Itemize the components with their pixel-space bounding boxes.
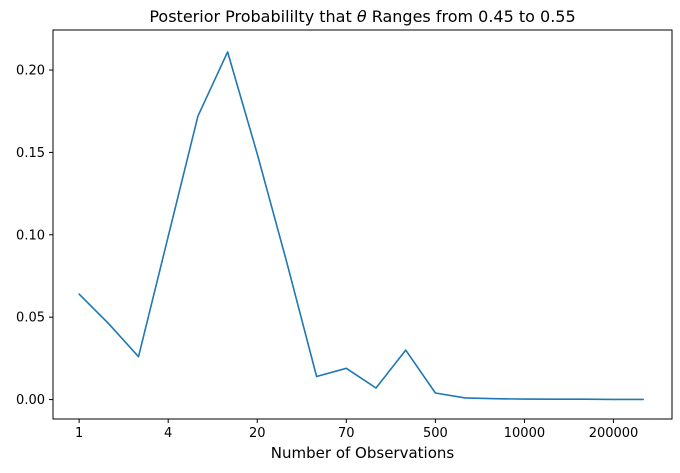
y-tick-label: 0.20 [16,64,45,79]
y-tick-label: 0.00 [16,393,45,408]
x-tick-label: 4 [164,426,172,441]
x-tick-label: 20 [249,426,266,441]
x-axis-label: Number of Observations [270,444,455,462]
axes-frame [52,29,673,420]
theta-symbol: θ [356,7,367,26]
x-tick-label: 10000 [504,426,545,441]
posterior-probability-line [78,51,645,401]
y-tick-label: 0.15 [16,146,45,161]
chart-title-text: Posterior Probabililty that [149,7,357,26]
x-tick-label: 500 [423,426,448,441]
x-tick-label: 1 [75,426,83,441]
y-tick-label: 0.05 [16,311,45,326]
chart-title-text-suffix: Ranges from 0.45 to 0.55 [366,7,576,26]
x-tick-label: 70 [338,426,355,441]
y-tick-label: 0.10 [16,228,45,243]
x-tick-label: 200000 [589,426,639,441]
chart-title: Posterior Probabililty that θ Ranges fro… [53,7,672,26]
